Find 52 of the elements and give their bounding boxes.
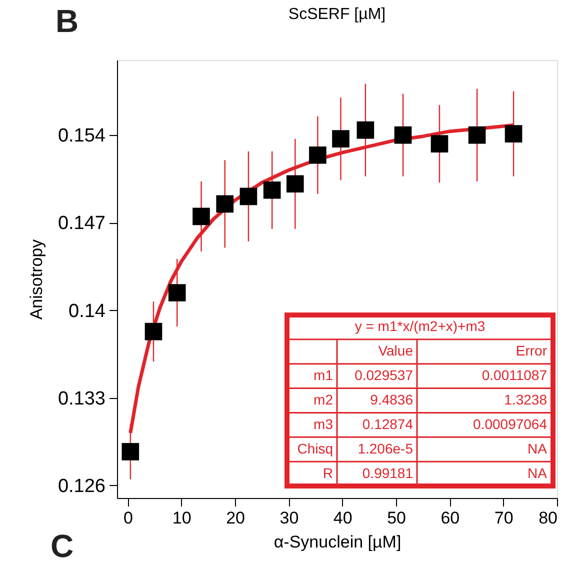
annotation: R — [322, 464, 333, 481]
annotation: Chisq — [297, 440, 333, 456]
annotation: 0.99181 — [362, 464, 414, 481]
annotation: m2 — [314, 392, 334, 408]
x-tick-label: 60 — [440, 508, 460, 528]
x-tick-label: 0 — [123, 508, 133, 528]
text: B — [55, 3, 79, 39]
annotation: Error — [516, 342, 548, 359]
annotation: 0.0011087 — [482, 367, 548, 384]
annotation: m1 — [314, 367, 334, 384]
chart-title: ScSERF [µM] — [288, 6, 386, 23]
x-tick-label: 80 — [538, 508, 558, 528]
annotation: 0.029537 — [354, 367, 414, 384]
x-tick-label: 30 — [280, 508, 299, 528]
point — [504, 125, 522, 142]
annotation: 0.12874 — [362, 416, 414, 432]
annotation: 9.4836 — [370, 392, 414, 408]
x-tick-label: 10 — [172, 508, 192, 528]
y-axis-title: Anisotropy — [26, 238, 46, 320]
x-tick-label: 70 — [494, 508, 514, 528]
annotation: m3 — [314, 416, 334, 432]
y-tick-label: 0.133 — [58, 388, 106, 410]
y-tick-label: 0.14 — [68, 300, 106, 322]
point — [122, 443, 140, 460]
annotation: 1.206e-5 — [358, 440, 414, 456]
annotation: 0.00097064 — [473, 416, 548, 432]
point — [286, 175, 304, 193]
annotation: NA — [528, 464, 548, 481]
point — [263, 181, 281, 199]
point — [168, 284, 186, 302]
point — [356, 121, 374, 139]
y-tick-label: 0.154 — [58, 126, 106, 147]
y-tick-label: 0.126 — [58, 476, 106, 497]
text: C — [50, 528, 74, 564]
annotation: NA — [528, 440, 548, 456]
point — [192, 208, 210, 226]
point — [430, 135, 448, 153]
point — [309, 146, 326, 164]
annotation: Value — [378, 342, 414, 359]
x-axis-title: α-Synuclein [µM] — [274, 532, 402, 552]
annotation: 1.3238 — [504, 392, 548, 408]
point — [468, 126, 486, 144]
y-tick-label: 0.147 — [58, 213, 106, 234]
point — [144, 322, 162, 340]
point — [394, 126, 412, 144]
annotation: y = m1*x/(m2+x)+m3 — [354, 318, 486, 334]
x-tick-label: 40 — [333, 508, 352, 528]
point — [216, 195, 234, 213]
x-tick-label: 20 — [226, 508, 246, 528]
x-tick-label: 50 — [387, 508, 406, 528]
point — [240, 188, 258, 206]
point — [332, 130, 350, 148]
